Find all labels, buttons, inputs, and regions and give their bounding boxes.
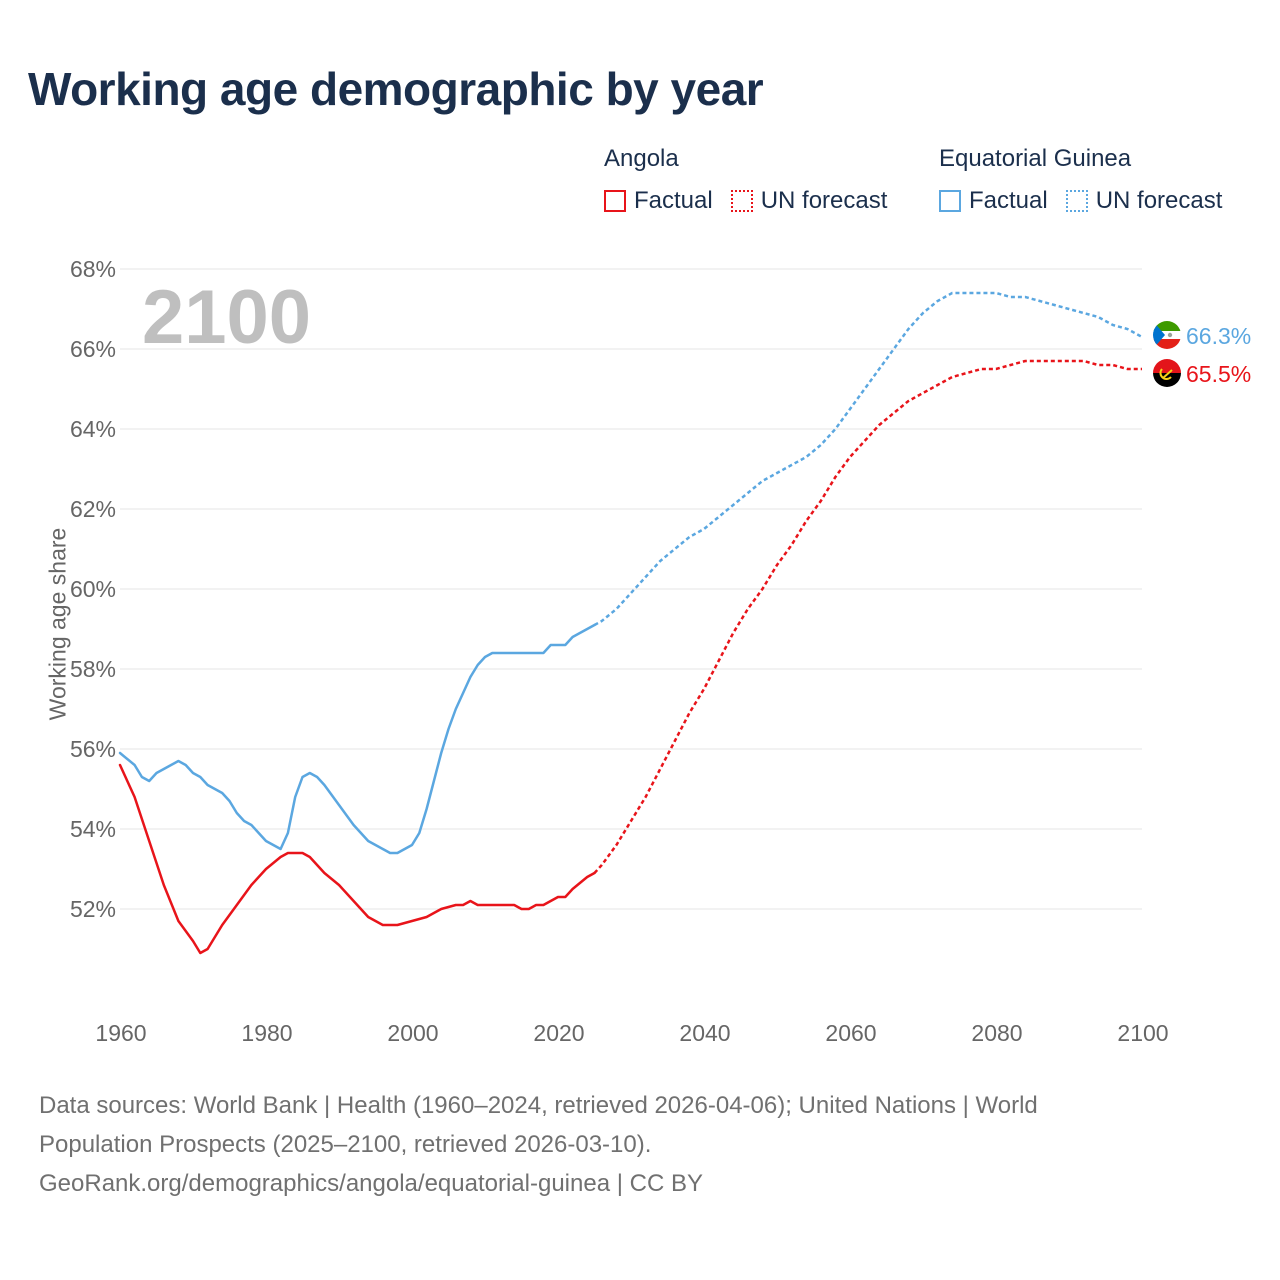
flag-emblem-machete <box>1162 369 1173 379</box>
y-tick-label: 52% <box>70 896 116 922</box>
series-end-label: 66.3% <box>1186 323 1251 349</box>
flag-triangle <box>1153 321 1165 349</box>
flag-body <box>1153 359 1181 387</box>
legend-angola: Angola Factual UN forecast <box>604 145 887 215</box>
footer-line[interactable]: GeoRank.org/demographics/angola/equatori… <box>39 1170 703 1197</box>
x-tick-label: 2080 <box>971 1020 1022 1046</box>
series-lines <box>118 291 1143 955</box>
flag-stripe-white <box>1153 331 1181 339</box>
footer-sources: Data sources: World Bank | Health (1960–… <box>39 1086 1239 1203</box>
y-tick-label: 66% <box>70 336 116 362</box>
x-tick-label: 2060 <box>825 1020 876 1046</box>
year-watermark: 2100 <box>142 275 311 360</box>
series-end-label: 65.5% <box>1186 361 1251 387</box>
flag-body <box>1153 321 1181 349</box>
flag-emblem <box>1159 368 1172 380</box>
legend-item-angola-factual[interactable]: Factual <box>604 187 713 215</box>
x-tick-label: 2100 <box>1117 1020 1168 1046</box>
legend-swatch-dotted <box>730 190 753 212</box>
flag-emblem <box>1167 332 1173 338</box>
legend-label-forecast: UN forecast <box>1095 187 1223 214</box>
page-title: Working age demographic by year <box>28 63 764 115</box>
series-line-factual <box>118 623 596 855</box>
grid-lines <box>120 268 1142 910</box>
y-tick-label: 60% <box>70 576 116 602</box>
legend-item-angola-forecast[interactable]: UN forecast <box>730 187 888 215</box>
x-tick-label: 2040 <box>679 1020 730 1046</box>
legend-swatch-solid <box>939 190 961 212</box>
y-tick-label: 62% <box>70 496 116 522</box>
legend-item-eqg-factual[interactable]: Factual <box>939 187 1048 215</box>
legend-label-forecast: UN forecast <box>760 187 888 214</box>
x-tick-label: 2000 <box>387 1020 438 1046</box>
footer-line: Data sources: World Bank | Health (1960–… <box>39 1092 1038 1119</box>
series-end-markers: 66.3% 65.5% <box>1153 321 1251 387</box>
series-line-forecast <box>593 291 1143 627</box>
y-axis-ticks: 52% 54% 56% 58% 60% 62% 64% 66% 68% <box>70 256 116 922</box>
footer-line: Population Prospects (2025–2100, retriev… <box>39 1131 652 1158</box>
y-tick-label: 58% <box>70 656 116 682</box>
flag-stripe-red <box>1153 359 1181 373</box>
legend-label-factual: Factual <box>969 187 1048 214</box>
equatorial-guinea-flag <box>1153 321 1181 349</box>
series-line-forecast <box>593 359 1142 874</box>
legend-equatorial-guinea: Equatorial Guinea Factual UN forecast <box>939 145 1222 215</box>
legend-swatch-solid <box>604 190 626 212</box>
legend-country-label: Equatorial Guinea <box>939 145 1132 172</box>
x-tick-label: 2020 <box>533 1020 584 1046</box>
legend-swatch-dotted <box>1065 190 1088 212</box>
y-tick-label: 68% <box>70 256 116 282</box>
x-tick-label: 1980 <box>241 1020 292 1046</box>
series-line-factual <box>118 763 596 955</box>
y-tick-label: 54% <box>70 816 116 842</box>
legend-label-factual: Factual <box>634 187 713 214</box>
legend-item-eqg-forecast[interactable]: UN forecast <box>1065 187 1223 215</box>
flag-stripe-green <box>1153 321 1181 331</box>
angola-flag <box>1153 359 1181 387</box>
legend-country-label: Angola <box>604 145 679 172</box>
y-tick-label: 56% <box>70 736 116 762</box>
x-axis-ticks: 1960 1980 2000 2020 2040 2060 2080 2100 <box>95 1020 1168 1046</box>
flag-stripe-red <box>1153 339 1181 349</box>
y-tick-label: 64% <box>70 416 116 442</box>
x-tick-label: 1960 <box>95 1020 146 1046</box>
